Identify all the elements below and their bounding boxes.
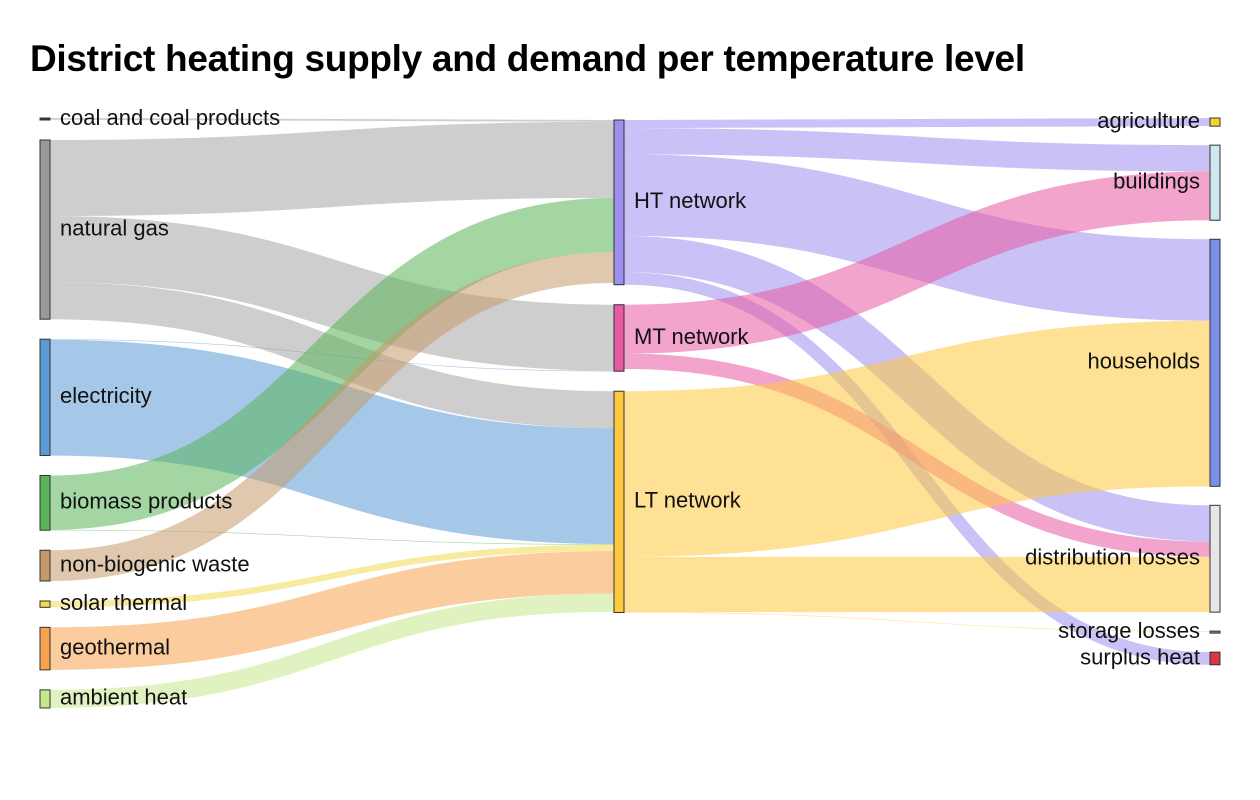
node-ht[interactable] (613, 119, 625, 286)
node-label-mt: MT network (634, 324, 750, 349)
nodes-layer (39, 117, 1221, 709)
node-mt[interactable] (613, 304, 625, 372)
node-amb[interactable] (39, 689, 51, 709)
link-amb-to-lt[interactable] (49, 593, 615, 708)
node-label-elec: electricity (60, 383, 152, 408)
link-solar-to-lt[interactable] (49, 544, 615, 608)
node-label-bldg: buildings (1113, 169, 1200, 194)
node-label-amb: ambient heat (60, 685, 187, 710)
link-geo-to-lt[interactable] (49, 551, 615, 670)
link-waste-to-ht[interactable] (49, 252, 615, 582)
node-label-gas: natural gas (60, 215, 169, 240)
node-label-solar: solar thermal (60, 590, 187, 615)
node-bldg[interactable] (1209, 144, 1221, 221)
node-waste[interactable] (39, 549, 51, 582)
link-ht-to-agri[interactable] (623, 118, 1211, 129)
node-label-ht: HT network (634, 188, 747, 213)
link-lt-to-sloss[interactable] (623, 612, 1211, 632)
chart-title: District heating supply and demand per t… (30, 38, 1025, 79)
link-ht-to-bldg[interactable] (623, 128, 1211, 172)
node-label-sloss: storage losses (1058, 618, 1200, 643)
node-bio[interactable] (39, 474, 51, 531)
node-label-agri: agriculture (1097, 108, 1200, 133)
link-elec-to-lt[interactable] (49, 339, 615, 545)
node-coal[interactable] (39, 117, 51, 121)
links-layer (49, 118, 1211, 708)
link-lt-to-hh[interactable] (623, 320, 1211, 557)
node-label-hh: households (1087, 349, 1200, 374)
link-bio-to-ht[interactable] (49, 197, 615, 530)
node-hh[interactable] (1209, 238, 1221, 487)
node-gas[interactable] (39, 139, 51, 320)
node-elec[interactable] (39, 338, 51, 456)
node-lt[interactable] (613, 390, 625, 614)
link-bio-to-lt[interactable] (49, 529, 615, 545)
node-solar[interactable] (39, 600, 51, 608)
node-label-surplus: surplus heat (1080, 644, 1200, 669)
node-label-bio: biomass products (60, 489, 232, 514)
labels-layer: coal and coal products natural gas electri… (60, 105, 1200, 710)
node-label-geo: geothermal (60, 634, 170, 659)
node-sloss[interactable] (1209, 630, 1221, 634)
node-label-coal: coal and coal products (60, 105, 280, 130)
node-label-dloss: distribution losses (1025, 545, 1200, 570)
node-label-lt: LT network (634, 488, 742, 513)
link-gas-to-ht[interactable] (49, 121, 615, 217)
node-agri[interactable] (1209, 117, 1221, 127)
node-geo[interactable] (39, 626, 51, 671)
link-coal-to-ht[interactable] (49, 118, 615, 122)
link-mt-to-bldg[interactable] (623, 171, 1211, 354)
node-surplus[interactable] (1209, 651, 1221, 666)
node-label-waste: non-biogenic waste (60, 551, 250, 576)
link-gas-to-mt[interactable] (49, 216, 615, 371)
node-dloss[interactable] (1209, 504, 1221, 613)
